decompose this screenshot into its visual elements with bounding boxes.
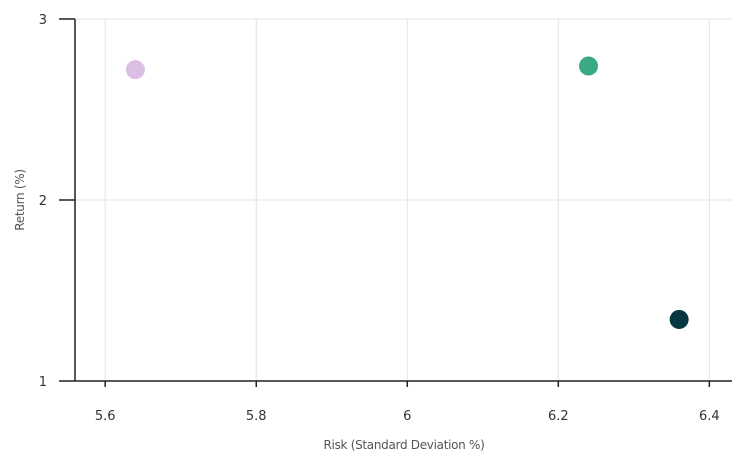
y-axis-title: Return (%) xyxy=(13,169,27,230)
x-axis-ticks: 5.6 5.8 6 6.2 6.4 xyxy=(95,381,720,424)
grid-lines xyxy=(75,18,732,382)
data-point-3 xyxy=(669,309,689,329)
x-tick-label: 5.8 xyxy=(246,409,267,424)
x-tick-label: 6.2 xyxy=(548,409,569,424)
y-tick-label: 1 xyxy=(39,375,47,390)
x-tick-label: 5.6 xyxy=(95,409,116,424)
x-axis-title: Risk (Standard Deviation %) xyxy=(324,438,485,452)
data-point-2 xyxy=(579,56,599,76)
data-points xyxy=(125,56,689,329)
y-axis-ticks: 1 2 3 xyxy=(39,13,75,390)
y-tick-label: 2 xyxy=(39,194,47,209)
data-point-1 xyxy=(125,60,145,80)
x-tick-label: 6.4 xyxy=(699,409,720,424)
y-tick-label: 3 xyxy=(39,13,47,28)
x-tick-label: 6 xyxy=(403,409,411,424)
